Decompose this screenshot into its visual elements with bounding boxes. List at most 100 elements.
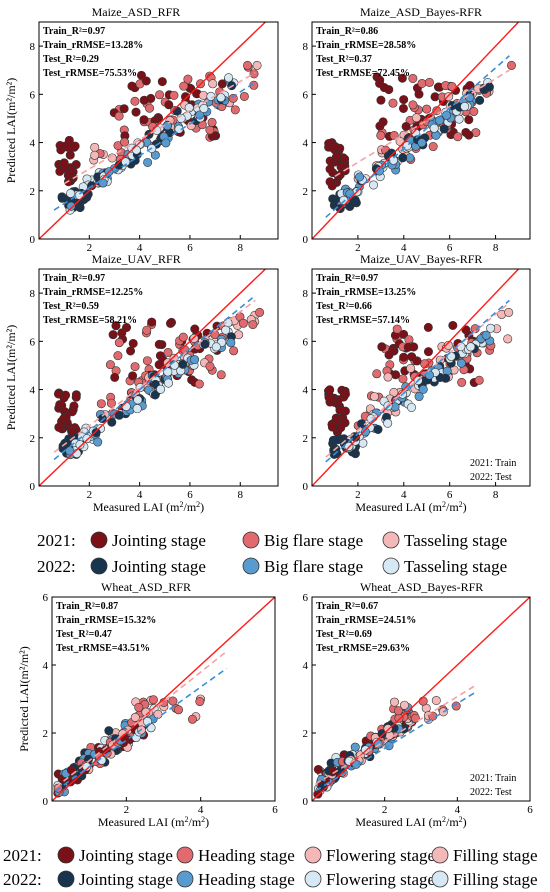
data-point [408, 73, 418, 83]
data-point [422, 104, 432, 114]
data-point [448, 320, 458, 330]
data-point [121, 157, 131, 167]
point-group [324, 307, 514, 459]
x-tick-label: 6 [187, 489, 193, 501]
legend-label: Jointing stage [112, 557, 206, 576]
y-tick-label: 8 [30, 288, 36, 300]
data-point [424, 77, 434, 87]
x-tick-label: 8 [238, 489, 244, 501]
train-fit-line [55, 650, 228, 789]
data-point [466, 342, 476, 352]
data-point [406, 363, 416, 373]
metric-text: Train_R²=0.97 [43, 273, 105, 284]
y-tick-label: 6 [43, 592, 49, 604]
chart-title: Maize_ASD_Bayes-RFR [360, 5, 482, 19]
data-point [205, 125, 215, 135]
metric-text: Train_rRMSE=28.58% [316, 40, 416, 51]
x-axis-label: Measured LAI (m2/m2) [355, 815, 466, 830]
data-point [66, 169, 76, 179]
y-tick-label: 0 [303, 796, 309, 808]
data-point [391, 370, 401, 380]
x-tick-label: 4 [137, 489, 143, 501]
point-group [53, 307, 265, 460]
data-point [248, 320, 258, 330]
y-tick-label: 8 [30, 41, 36, 53]
data-point [163, 378, 173, 388]
data-point [228, 93, 238, 103]
data-point [106, 398, 116, 408]
data-point [340, 418, 350, 428]
legend-marker [176, 870, 194, 888]
data-point [388, 345, 398, 355]
y-tick-label: 6 [303, 336, 309, 348]
data-point [200, 339, 210, 349]
metric-text: Test_R²=0.59 [43, 301, 99, 312]
data-point [389, 130, 399, 140]
year-note-test: 2022: Test [470, 787, 512, 798]
data-point [392, 324, 402, 334]
legend-marker [57, 870, 75, 888]
metric-text: Test_R²=0.29 [43, 54, 99, 65]
data-point [313, 764, 323, 774]
data-point [464, 130, 474, 140]
chart-panel: Wheat_ASD_RFR 2 4 6 0 2 4 6 Train_R²=0.87 Train_r… [17, 580, 278, 829]
y-tick-label: 6 [303, 89, 309, 101]
data-point [376, 95, 386, 105]
metric-text: Train_R²=0.86 [316, 26, 378, 37]
legend-label: Heading stage [198, 846, 295, 865]
data-point [350, 195, 360, 205]
plot-frame [311, 596, 531, 802]
data-point [408, 100, 418, 110]
data-point [190, 355, 200, 365]
data-point [373, 424, 383, 434]
data-point [114, 338, 124, 348]
metric-text: Test_rRMSE=75.53% [43, 68, 137, 79]
metric-text: Test_rRMSE=57.14% [316, 315, 410, 326]
legend-marker [90, 531, 108, 549]
y-tick-label: 6 [30, 336, 36, 348]
data-point [216, 93, 226, 103]
chart-title: Maize_ASD_RFR [92, 5, 181, 19]
data-point [131, 145, 141, 155]
data-point [150, 390, 160, 400]
data-point [325, 385, 335, 395]
legend-marker [176, 846, 194, 864]
y-tick-label: 0 [30, 481, 36, 493]
data-point [324, 392, 334, 402]
data-point [71, 392, 81, 402]
data-point [165, 318, 175, 328]
data-point [401, 121, 411, 131]
data-point [330, 447, 340, 457]
data-point [168, 696, 178, 706]
data-point [393, 706, 403, 716]
point-group [54, 60, 262, 215]
train-fit-line [334, 69, 510, 177]
metric-text: Train_rRMSE=24.51% [316, 615, 416, 626]
data-point [108, 330, 118, 340]
one-to-one-line [39, 22, 266, 239]
chart-title: Wheat_ASD_Bayes-RFR [360, 580, 483, 594]
data-point [431, 695, 441, 705]
y-tick-label: 4 [30, 138, 36, 150]
plot-frame [38, 21, 279, 240]
data-point [128, 338, 138, 348]
metric-text: Train_rRMSE=15.32% [56, 615, 156, 626]
data-point [428, 142, 438, 152]
one-to-one-line [52, 597, 275, 801]
data-point [506, 60, 516, 70]
test-fit-line [315, 691, 476, 792]
one-to-one-line [312, 22, 520, 239]
data-point [370, 392, 380, 402]
data-point [62, 142, 72, 152]
legend-marker [90, 557, 108, 575]
data-point [132, 404, 142, 414]
data-point [335, 170, 345, 180]
metric-text: Train_R²=0.87 [56, 601, 118, 612]
y-tick-label: 2 [43, 728, 49, 740]
data-point [208, 79, 218, 89]
data-point [414, 392, 424, 402]
data-point [249, 69, 259, 79]
plot-frame [311, 21, 531, 240]
legend-year: 2021: [37, 531, 76, 550]
data-point [313, 789, 323, 799]
